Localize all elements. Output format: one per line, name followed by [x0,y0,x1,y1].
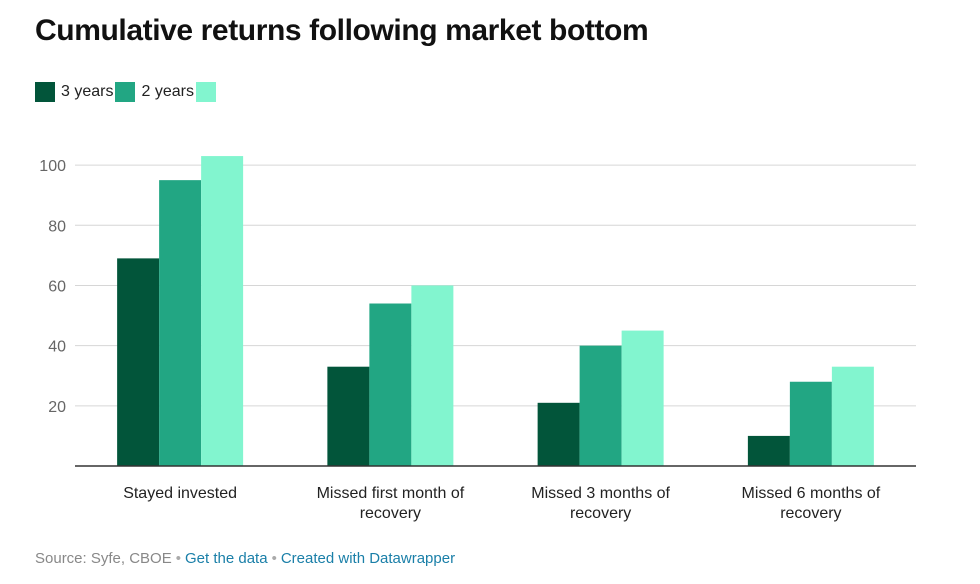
footer-separator: • [175,550,181,567]
created-with-datawrapper-link[interactable]: Created with Datawrapper [280,550,456,567]
x-tick-label: Missed 6 months of [742,485,881,502]
y-tick-label: 60 [48,278,66,295]
source-text: Source: Syfe, CBOE [35,550,172,567]
legend-swatch-3-years [195,82,216,102]
x-tick-label: Missed first month of [317,485,465,502]
legend-swatch-2-years [115,82,136,102]
legend-item-1-year: 3 years [35,82,113,102]
y-tick-label: 80 [48,218,66,235]
bar [747,435,790,466]
chart-title: Cumulative returns following market bott… [35,14,649,47]
legend: 3 years 2 years [35,81,224,103]
bar [411,285,454,466]
bar [201,156,244,466]
x-tick-label: Stayed invested [123,485,237,502]
y-tick-label: 100 [39,158,66,175]
bar [831,366,874,466]
x-tick-label: Missed 3 months of [531,485,670,502]
get-the-data-link[interactable]: Get the data [185,550,268,567]
bar [369,303,412,466]
x-tick-label: recovery [360,505,421,522]
legend-item-3-years [195,82,222,102]
bar-chart: 20 40 60 80 100 Stayed invested Missed first m… [39,156,916,522]
bar [621,330,664,466]
bar [789,381,832,466]
legend-item-2-years: 2 years [115,82,194,102]
legend-label-1-year: 3 years [61,83,114,100]
footer: Source: Syfe, CBOE • Get the data • Created … [35,550,455,567]
bar [159,180,202,467]
y-tick-label: 40 [48,339,66,356]
bar [117,258,160,466]
bar [579,345,622,466]
bar [327,366,370,466]
footer-separator: • [271,550,277,567]
bar [537,402,580,466]
y-tick-label: 20 [48,399,66,416]
legend-label-2-years: 2 years [141,83,194,100]
legend-swatch-1-year [35,82,55,102]
x-tick-label: recovery [780,505,841,522]
x-tick-label: recovery [570,505,631,522]
